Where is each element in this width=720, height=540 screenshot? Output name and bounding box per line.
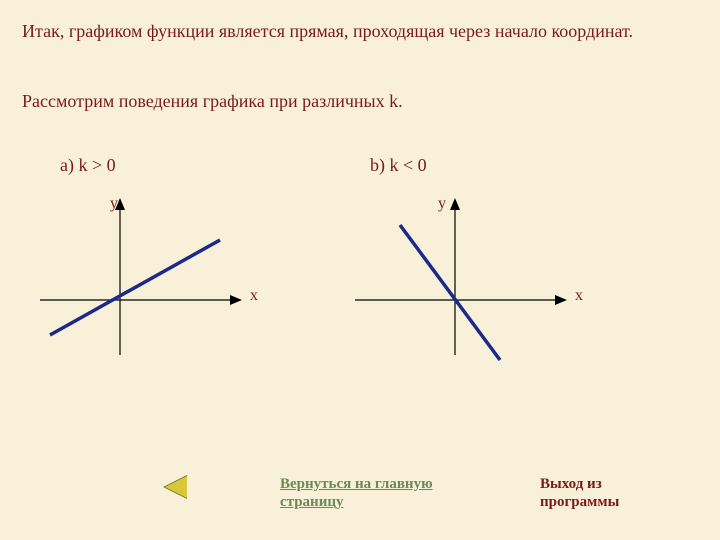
chart-b <box>340 190 580 370</box>
back-link[interactable]: Вернуться на главную страницу <box>280 475 440 511</box>
exit-link[interactable]: Выход из программы <box>540 475 680 511</box>
intro-paragraph-1: Итак, графиком функции является прямая, … <box>22 20 702 43</box>
back-arrow-icon-fill <box>165 476 187 498</box>
chart-b-x-label: x <box>575 287 583 305</box>
chart-a-y-label: y <box>110 195 118 213</box>
case-b-label: b) k < 0 <box>370 155 427 176</box>
chart-b-y-label: y <box>438 195 446 213</box>
case-a-label: a) k > 0 <box>60 155 116 176</box>
intro-paragraph-2: Рассмотрим поведения графика при различн… <box>22 90 702 113</box>
chart-a <box>30 190 250 370</box>
chart-a-x-label: x <box>250 287 258 305</box>
